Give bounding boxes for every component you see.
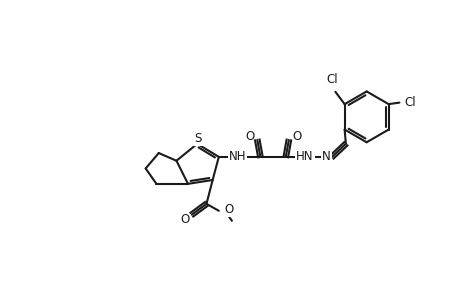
Text: S: S <box>194 132 201 145</box>
Text: Cl: Cl <box>403 96 415 109</box>
Text: O: O <box>245 130 254 142</box>
Text: N: N <box>322 150 330 164</box>
Text: O: O <box>291 130 301 142</box>
Text: O: O <box>224 203 233 216</box>
Text: O: O <box>180 213 189 226</box>
Text: Cl: Cl <box>326 73 337 86</box>
Text: HN: HN <box>296 150 313 164</box>
Text: NH: NH <box>228 150 246 164</box>
